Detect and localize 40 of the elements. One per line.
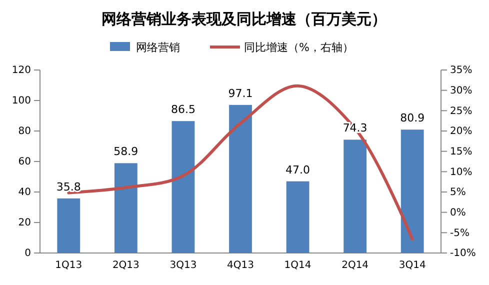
x-tick-label: 3Q14: [398, 260, 426, 272]
y-tick-label: 20: [18, 218, 31, 229]
x-tick-label: 3Q13: [170, 260, 197, 272]
data-label: 97.1: [228, 86, 253, 100]
y2-tick-label: 0%: [450, 208, 466, 219]
legend-label: 同比增速（%，右轴）: [244, 41, 354, 54]
x-tick-label: 2Q13: [112, 260, 140, 272]
y-tick-label: 40: [18, 187, 31, 198]
legend-label: 网络营销: [136, 41, 180, 54]
y2-tick-label: 15%: [450, 146, 472, 158]
y-tick-label: 120: [12, 65, 31, 76]
x-tick-label: 1Q13: [55, 260, 82, 272]
y2-tick-label: 5%: [450, 187, 466, 198]
y-tick-label: 100: [12, 96, 31, 107]
x-tick-label: 2Q14: [342, 260, 369, 272]
x-tick-label: 1Q14: [284, 260, 312, 272]
bar: [114, 163, 138, 253]
y2-tick-label: 25%: [450, 106, 472, 117]
bar: [57, 198, 80, 253]
y2-tick-label: -5%: [450, 228, 470, 239]
y2-tick-label: -10%: [450, 248, 476, 260]
data-label: 47.0: [286, 163, 310, 176]
y2-tick-label: 20%: [450, 126, 472, 138]
y2-tick-label: 35%: [450, 65, 472, 76]
bar: [400, 130, 424, 253]
bar: [344, 140, 367, 253]
data-label: 80.9: [400, 112, 425, 125]
y-tick-label: 60: [18, 156, 31, 168]
bar: [172, 121, 195, 253]
data-label: 58.9: [114, 145, 138, 158]
bar: [286, 181, 310, 253]
chart-title: 网络营销业务表现及同比增速（百万美元）: [102, 10, 386, 28]
y2-tick-label: 30%: [450, 86, 472, 97]
y-tick-label: 0: [24, 248, 31, 260]
y2-tick-label: 10%: [450, 166, 472, 178]
y-tick-label: 80: [18, 126, 31, 138]
bar: [229, 104, 252, 253]
data-label: 35.8: [56, 180, 81, 194]
data-label: 86.5: [170, 103, 196, 116]
x-tick-label: 4Q13: [227, 260, 254, 272]
